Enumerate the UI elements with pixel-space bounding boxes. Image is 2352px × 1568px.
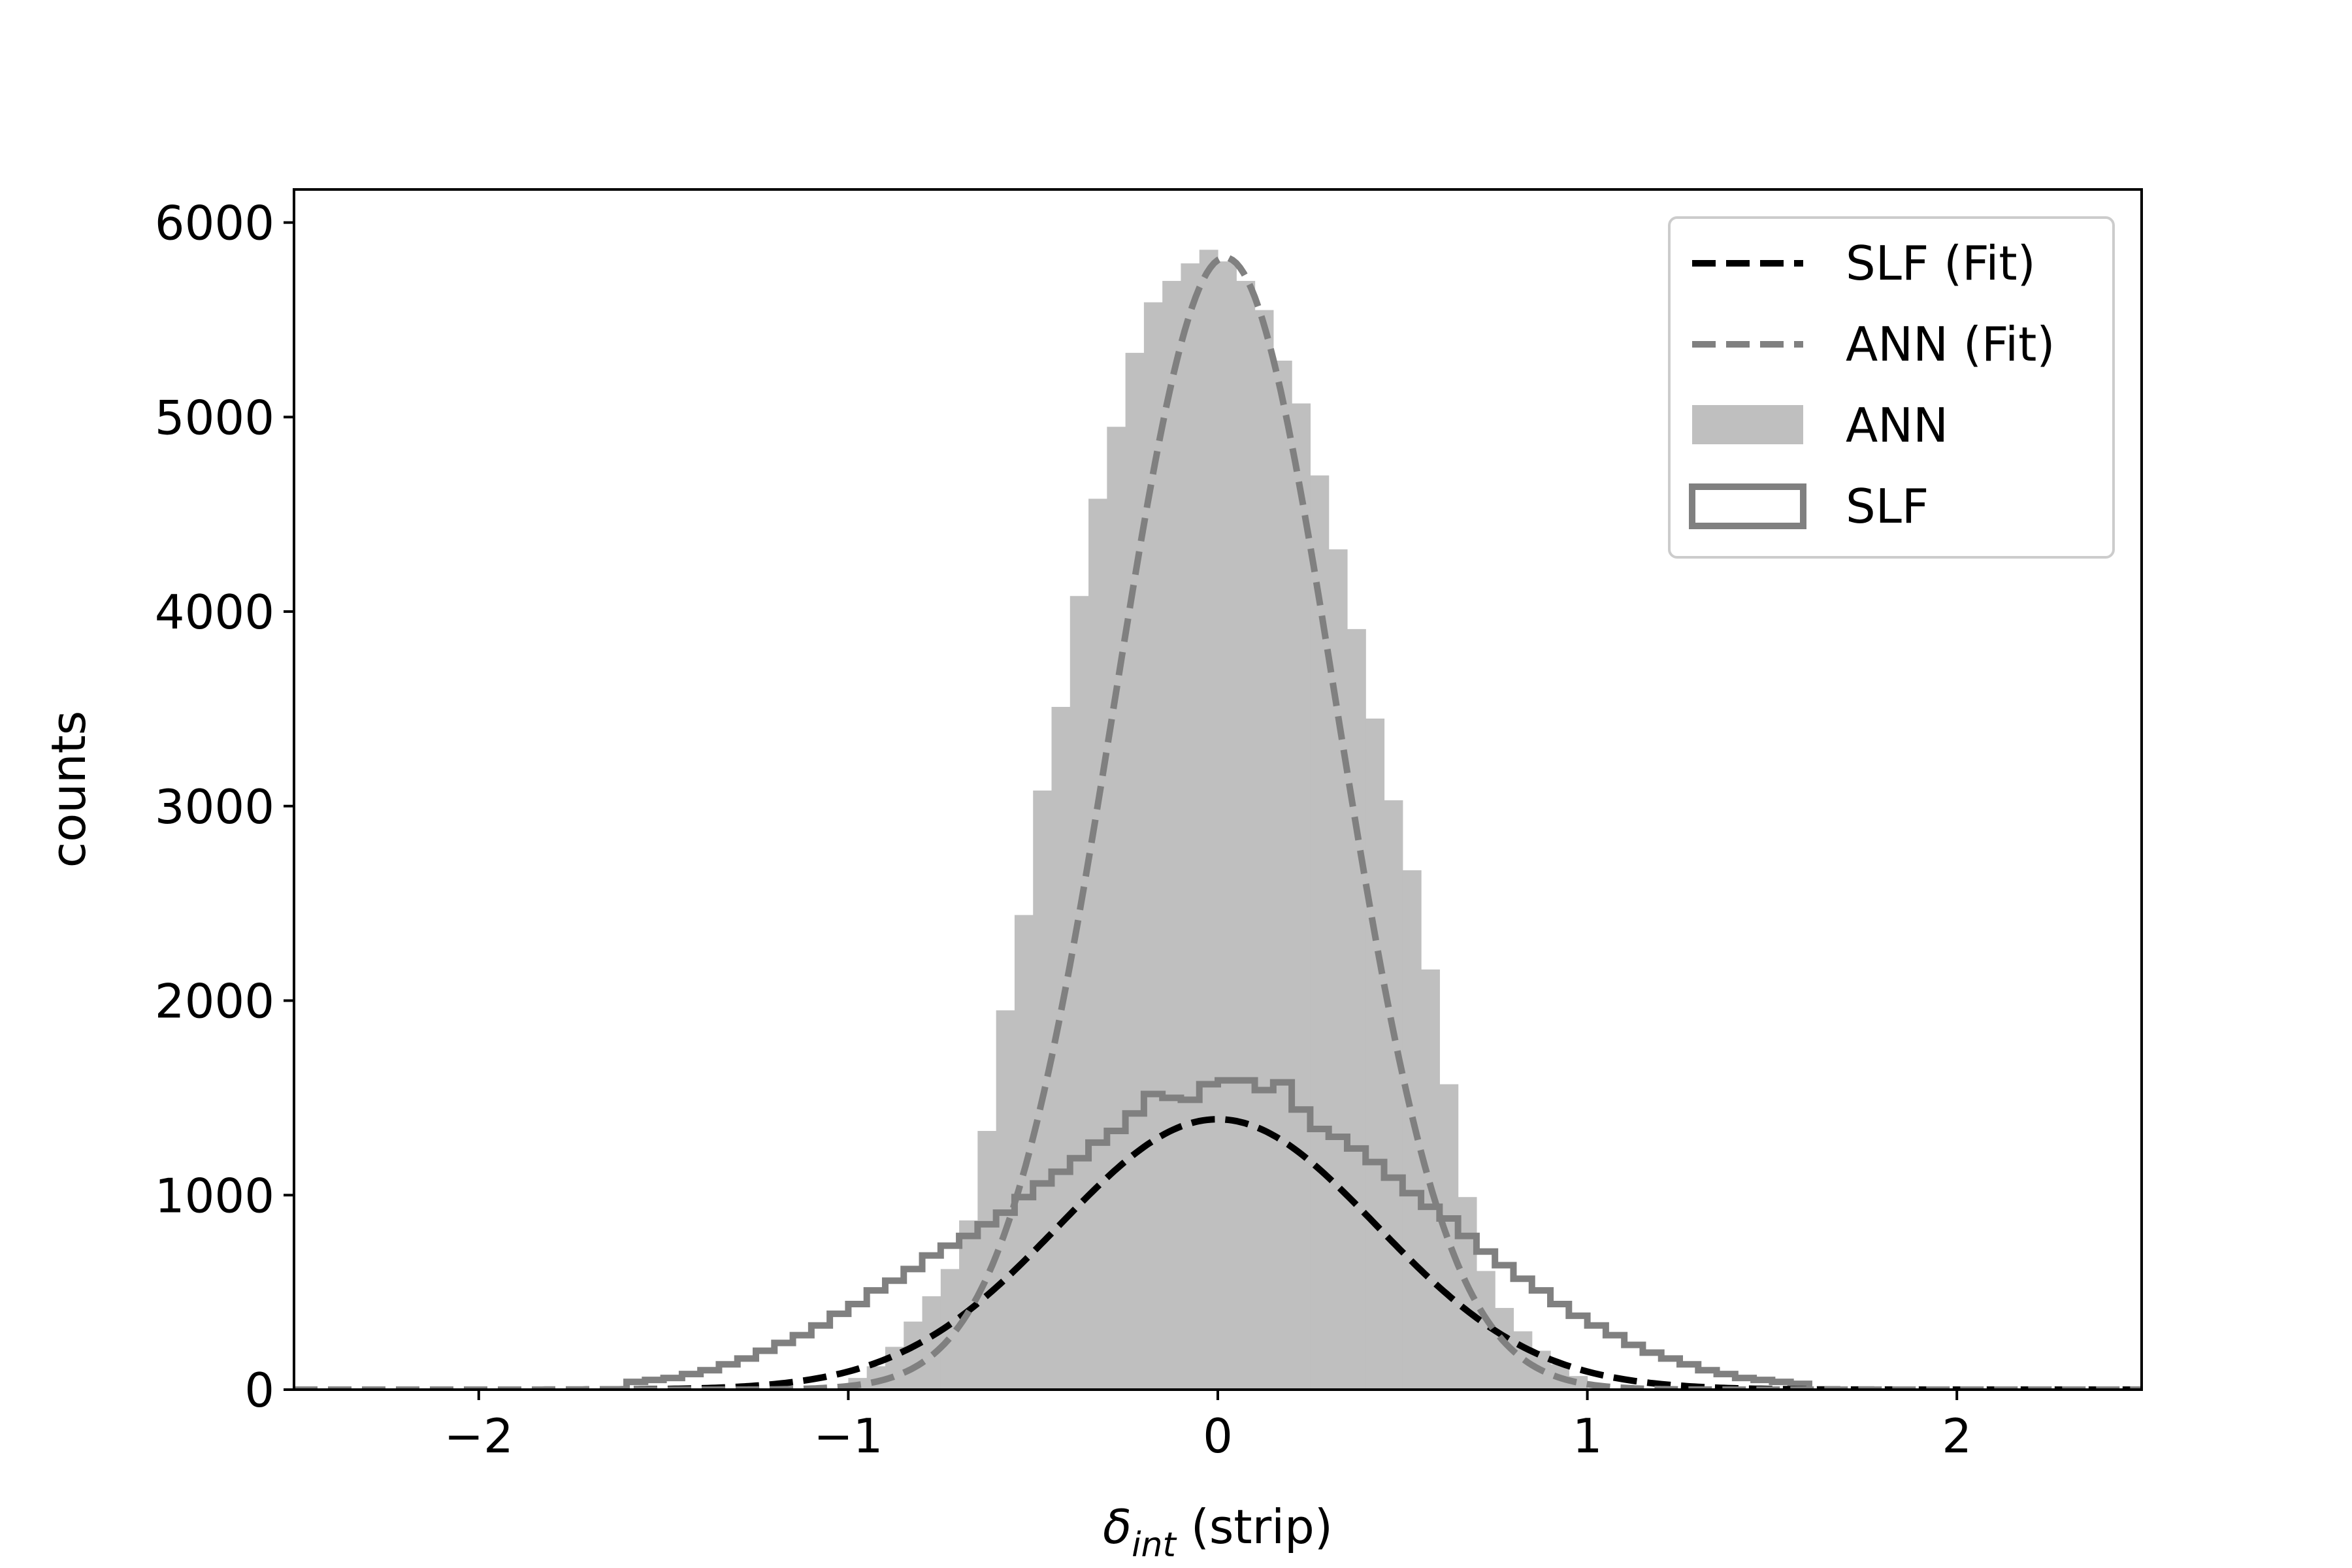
ann-bar bbox=[1421, 969, 1440, 1390]
ann-bar bbox=[885, 1347, 904, 1390]
x-tick-label: −2 bbox=[444, 1409, 514, 1463]
ann-bar bbox=[1088, 498, 1107, 1390]
legend: SLF (Fit) ANN (Fit) ANN SLF bbox=[1668, 216, 2115, 559]
y-tick-label: 0 bbox=[244, 1363, 274, 1418]
ann-bar bbox=[1143, 302, 1163, 1390]
y-tick-label: 5000 bbox=[155, 390, 274, 445]
x-axis-label-subscript: int bbox=[1132, 1526, 1177, 1565]
slf-step-line bbox=[623, 1077, 1812, 1390]
y-tick-label: 1000 bbox=[155, 1168, 274, 1223]
legend-entry-ann: ANN bbox=[1692, 398, 1948, 453]
ann-bar bbox=[922, 1296, 941, 1390]
legend-entry-ann-fit: ANN (Fit) bbox=[1692, 317, 2055, 372]
ann-fit-curve bbox=[294, 254, 2142, 1390]
ann-bar bbox=[1199, 250, 1218, 1390]
legend-swatch-slf bbox=[1689, 483, 1806, 529]
x-axis-label-unit: (strip) bbox=[1176, 1499, 1333, 1554]
y-axis-ticks: 0 1000 2000 3000 4000 5000 6000 bbox=[155, 196, 294, 1418]
legend-label-slf: SLF bbox=[1846, 479, 1929, 534]
legend-box bbox=[1668, 216, 2115, 559]
x-axis-ticks: −2 −1 0 1 2 bbox=[444, 1390, 1972, 1463]
ann-bar bbox=[1051, 706, 1071, 1390]
ann-bar bbox=[1273, 361, 1292, 1390]
slf-histogram bbox=[623, 1077, 1812, 1390]
ann-bar bbox=[1014, 915, 1034, 1390]
y-tick-label: 3000 bbox=[155, 779, 274, 834]
x-axis-label: δint (strip) bbox=[1103, 1499, 1333, 1565]
ann-histogram bbox=[848, 250, 1588, 1390]
x-tick-label: 1 bbox=[1573, 1409, 1603, 1463]
ann-bar bbox=[1365, 718, 1385, 1390]
ann-bar bbox=[1310, 475, 1330, 1390]
x-axis-label-symbol: δ bbox=[1103, 1499, 1132, 1554]
ann-bar bbox=[1236, 280, 1256, 1390]
legend-label-ann-fit: ANN (Fit) bbox=[1846, 317, 2055, 372]
legend-label-slf-fit: SLF (Fit) bbox=[1846, 236, 2036, 291]
x-tick-label: 2 bbox=[1942, 1409, 1972, 1463]
y-axis-label: counts bbox=[41, 711, 96, 868]
ann-bar bbox=[1070, 596, 1089, 1390]
legend-entry-slf: SLF bbox=[1689, 479, 1929, 534]
x-tick-label: −1 bbox=[813, 1409, 883, 1463]
y-tick-label: 2000 bbox=[155, 974, 274, 1029]
plot-area bbox=[294, 250, 2142, 1390]
ann-bar bbox=[1347, 629, 1366, 1390]
ann-bar bbox=[1218, 261, 1237, 1390]
legend-swatch-ann bbox=[1692, 405, 1803, 444]
ann-bar bbox=[904, 1321, 923, 1390]
ann-bar bbox=[1254, 310, 1274, 1390]
y-tick-label: 6000 bbox=[155, 196, 274, 251]
ann-bar bbox=[1384, 800, 1403, 1390]
ann-bar bbox=[1125, 353, 1145, 1390]
ann-bar bbox=[1292, 403, 1311, 1390]
x-tick-label: 0 bbox=[1203, 1409, 1233, 1463]
legend-entry-slf-fit: SLF (Fit) bbox=[1692, 236, 2036, 291]
legend-label-ann: ANN bbox=[1846, 398, 1948, 453]
ann-bar bbox=[1328, 549, 1348, 1390]
ann-bar bbox=[1162, 280, 1182, 1390]
y-tick-label: 4000 bbox=[155, 585, 274, 640]
ann-bar bbox=[1107, 427, 1126, 1390]
ann-bar bbox=[1181, 263, 1200, 1390]
